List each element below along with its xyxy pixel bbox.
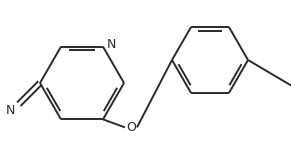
Text: N: N	[107, 38, 116, 51]
Text: N: N	[6, 104, 15, 117]
Text: O: O	[126, 121, 136, 134]
